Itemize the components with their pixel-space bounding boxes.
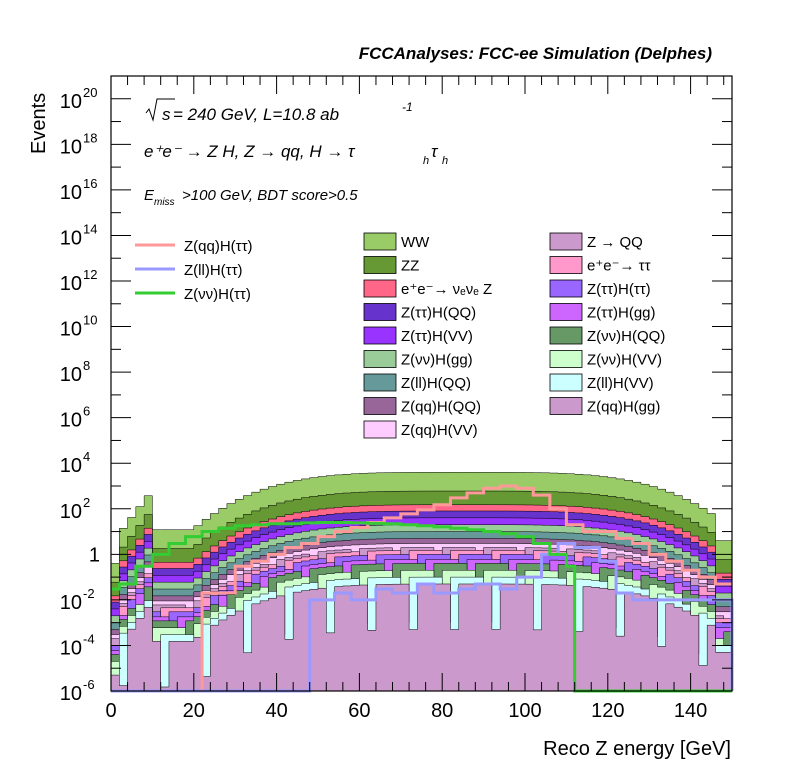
y-tick-exponent: 8 [83,358,90,373]
svg-text:e⁺e⁻ → Z H, Z → qq, H → τ: e⁺e⁻ → Z H, Z → qq, H → τ [144,142,356,161]
x-tick-label: 100 [508,700,541,722]
x-tick-label: 60 [348,700,370,722]
svg-text:= 240 GeV, L=10.8 ab: = 240 GeV, L=10.8 ab [173,105,339,124]
x-tick-label: 40 [265,700,287,722]
legend-label: Z(qq)H(gg) [587,399,660,416]
legend-swatch-e⁺e⁻→ ττ [549,256,583,274]
y-tick-label: 10 [60,227,82,249]
x-tick-label: 140 [674,700,707,722]
legend-label: WW [401,234,430,251]
y-tick-label: 10 [60,501,82,523]
legend-swatch-Z(νν)H(gg) [363,350,397,368]
legend-label: ZZ [401,258,419,275]
legend-backgrounds: WW ZZ e⁺e⁻→ νₑνₑ Z Z(ττ)H(QQ) Z(ττ)H(VV) Z(νν… [363,232,665,439]
y-tick-exponent: 6 [83,404,90,419]
legend-label: Z(ττ)H(QQ) [401,305,476,322]
x-tick-label: 0 [105,700,116,722]
legend-label: Z(ll)H(ττ) [184,262,243,279]
annotation-cuts: E miss >100 GeV, BDT score>0.5 [144,187,358,208]
y-tick-exponent: 14 [83,221,97,236]
legend-swatch-Z(ll)H(QQ) [363,373,397,392]
legend-label: Z(qq)H(VV) [401,422,478,439]
y-tick-label: 10 [60,364,82,386]
y-tick-label: 10 [60,136,82,158]
y-tick-label: 10 [60,455,82,477]
y-tick-label: 10 [60,319,82,341]
legend-label: e⁺e⁻→ ττ [587,258,651,275]
legend-swatch-Z(ττ)H(QQ) [363,303,397,321]
svg-text:τ: τ [431,142,439,161]
legend-swatch-Z(νν)H(VV) [549,350,583,368]
svg-text:miss: miss [154,197,175,208]
signal-line-Z(νν)H(ττ) [111,520,732,693]
legend-swatch-Z(ττ)H(gg) [549,303,583,321]
y-tick-exponent: 18 [83,130,97,145]
x-tick-label: 20 [183,700,205,722]
y-tick-label: 10 [60,410,82,432]
legend-swatch-Z(ττ)H(ττ) [549,279,583,298]
legend-swatch-Z(qq)H(gg) [549,397,583,415]
signal-lines [111,484,734,693]
legend-swatch-WW [363,232,397,251]
chart-title: FCCAnalyses: FCC-ee Simulation (Delphes) [359,44,713,63]
y-axis-label: Events [28,93,50,154]
x-axis: 0 20 40 60 80 100 120 140 [105,76,725,722]
legend-label: Z(ττ)H(VV) [401,328,473,345]
legend-label: Z(ll)H(VV) [587,375,654,392]
legend-swatch-Z(ll)H(VV) [549,373,583,392]
legend-label: Z(νν)H(gg) [401,352,473,369]
y-tick-exponent: -2 [83,586,95,601]
legend-swatch-Z(νν)H(QQ) [549,326,583,345]
annotation-energy: s = 240 GeV, L=10.8 ab -1 [145,98,413,124]
y-tick-exponent: 16 [83,176,97,191]
legend-label: Z → QQ [587,234,643,251]
x-tick-label: 120 [591,700,624,722]
x-axis-label: Reco Z energy [GeV] [543,738,731,760]
annotation-process: e⁺e⁻ → Z H, Z → qq, H → τ h τ h [144,142,448,167]
signal-line-Z(qq)H(ττ) [111,484,732,693]
legend-swatch-ZZ [363,256,397,274]
legend-label: Z(ττ)H(ττ) [587,281,651,298]
y-tick-exponent: 2 [83,495,90,510]
y-tick-exponent: -4 [83,631,95,646]
svg-text:E: E [144,187,155,204]
legend-swatch-Z → QQ [549,232,583,251]
y-tick-label: 1 [89,544,100,566]
legend-signals: Z(qq)H(ττ) Z(ll)H(ττ) Z(νν)H(ττ) [135,238,253,303]
svg-text:-1: -1 [402,100,413,114]
y-tick-exponent: -6 [83,677,95,692]
legend-swatch-e⁺e⁻→ νₑνₑ Z [363,279,397,298]
legend-label: Z(qq)H(ττ) [184,238,253,255]
svg-text:h: h [423,155,429,167]
svg-text:s: s [162,105,171,124]
legend-label: Z(νν)H(QQ) [587,328,665,345]
signal-line-Z(ll)H(ττ) [111,541,734,693]
svg-text:h: h [442,155,448,167]
y-tick-exponent: 4 [83,449,90,464]
y-tick-label: 10 [60,182,82,204]
svg-text:>100 GeV, BDT score>0.5: >100 GeV, BDT score>0.5 [182,187,358,204]
y-tick-exponent: 12 [83,267,97,282]
background-stack [110,472,733,692]
legend-swatch-Z(qq)H(VV) [363,420,397,439]
y-tick-label: 10 [60,637,82,659]
y-tick-label: 10 [60,683,82,705]
y-tick-exponent: 10 [83,313,97,328]
y-tick-label: 10 [60,273,82,295]
legend-label: e⁺e⁻→ νₑνₑ Z [401,281,492,298]
legend-label: Z(ll)H(QQ) [401,375,471,392]
y-tick-label: 10 [60,592,82,614]
legend-label: Z(ττ)H(gg) [587,305,656,322]
plot-frame [110,75,733,692]
legend-swatch-Z(ττ)H(VV) [363,326,397,345]
legend-label: Z(νν)H(VV) [587,352,662,369]
legend-label: Z(qq)H(QQ) [401,399,481,416]
legend-swatch-Z(qq)H(QQ) [363,397,397,415]
legend-label: Z(νν)H(ττ) [184,286,251,303]
y-tick-label: 10 [60,91,82,113]
y-tick-exponent: 20 [83,85,97,100]
x-tick-label: 80 [431,700,453,722]
